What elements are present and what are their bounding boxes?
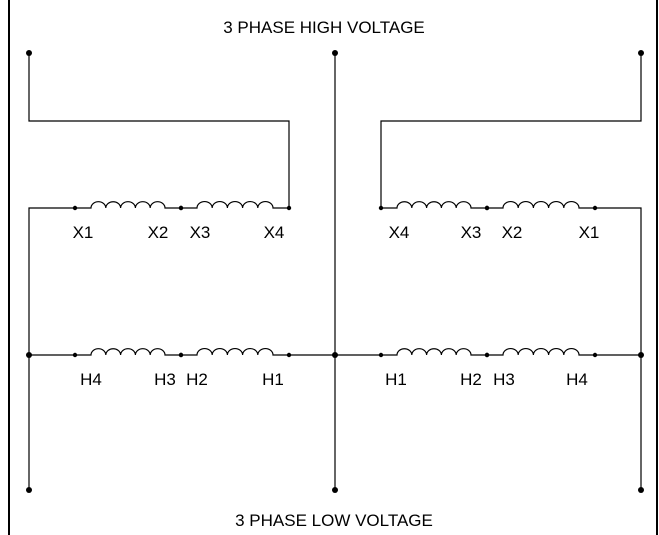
coil-left-x1-x2-start-terminal: [72, 205, 78, 211]
terminal-top-center: [332, 50, 338, 56]
left-secondary-labels: X1 X2 X3 X4: [73, 223, 285, 242]
junction-left-h4: [26, 352, 32, 358]
coil-left-x3-x4: [181, 201, 289, 209]
label-right-h4: H4: [566, 370, 588, 389]
coil-left-h4-h3: [75, 348, 181, 356]
label-right-x4: X4: [389, 223, 410, 242]
label-right-x2: X2: [502, 223, 523, 242]
junction-center-h1: [332, 352, 338, 358]
coil-right-x2-x1-end-terminal: [592, 205, 598, 211]
coil-left-x3-x4-start-terminal: [178, 205, 184, 211]
coil-right-x4-x3-start-terminal: [378, 205, 384, 211]
label-right-h3: H3: [493, 370, 515, 389]
right-secondary-labels: X4 X3 X2 X1: [389, 223, 600, 242]
left-primary-labels: H4 H3 H2 H1: [80, 370, 284, 389]
coil-left-h4-h3-start-terminal: [72, 352, 78, 358]
label-left-h2: H2: [186, 370, 208, 389]
label-left-x3: X3: [190, 223, 211, 242]
terminal-bottom-right: [638, 487, 644, 493]
coil-left-h2-h1-start-terminal: [178, 352, 184, 358]
terminals: [26, 50, 644, 493]
coil-right-h3-h4: [487, 348, 595, 356]
terminal-top-right: [638, 50, 644, 56]
coils: [72, 201, 598, 358]
title-low-voltage: 3 PHASE LOW VOLTAGE: [235, 511, 433, 530]
label-left-h4: H4: [80, 370, 102, 389]
coil-right-h1-h2-start-terminal: [378, 352, 384, 358]
label-left-x1: X1: [73, 223, 94, 242]
coil-right-h1-h2: [381, 348, 487, 356]
coil-right-h3-h4-start-terminal: [484, 352, 490, 358]
label-right-x3: X3: [461, 223, 482, 242]
terminal-bottom-left: [26, 487, 32, 493]
coil-left-h2-h1-end-terminal: [286, 352, 292, 358]
terminal-top-left: [26, 50, 32, 56]
terminal-bottom-center: [332, 487, 338, 493]
wire-left-x1-bus: [28, 207, 75, 490]
coil-left-x3-x4-end-terminal: [286, 205, 292, 211]
title-high-voltage: 3 PHASE HIGH VOLTAGE: [223, 18, 425, 37]
wire-right-top-to-x4: [380, 53, 642, 208]
label-right-h1: H1: [385, 370, 407, 389]
coil-right-x4-x3: [381, 201, 487, 209]
label-left-x2: X2: [148, 223, 169, 242]
right-primary-labels: H1 H2 H3 H4: [385, 370, 588, 389]
wire-right-x1-bus: [595, 207, 642, 490]
label-left-h3: H3: [154, 370, 176, 389]
wires: [28, 53, 642, 490]
coil-right-x2-x1: [487, 201, 595, 209]
coil-right-h3-h4-end-terminal: [592, 352, 598, 358]
label-right-h2: H2: [460, 370, 482, 389]
coil-left-x1-x2: [75, 201, 181, 209]
junction-right-h4: [638, 352, 644, 358]
wire-left-top-to-x4: [28, 53, 290, 208]
label-left-x4: X4: [264, 223, 285, 242]
coil-left-h2-h1: [181, 348, 289, 356]
coil-right-x2-x1-start-terminal: [484, 205, 490, 211]
label-right-x1: X1: [579, 223, 600, 242]
label-left-h1: H1: [262, 370, 284, 389]
